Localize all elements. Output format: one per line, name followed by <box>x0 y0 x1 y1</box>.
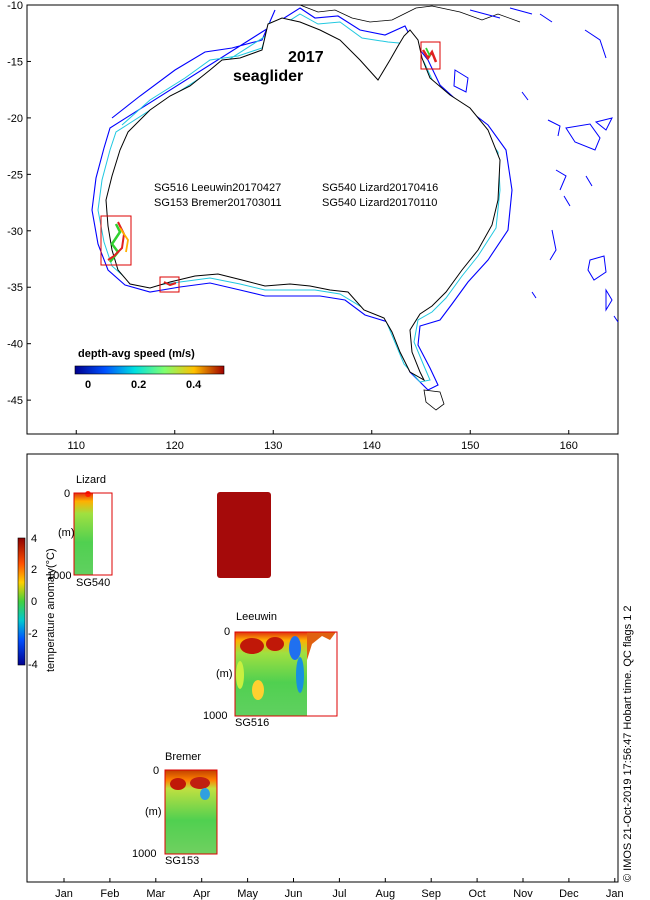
temp-colorbar-tick: -4 <box>28 659 38 671</box>
map-y-tick-label: -35 <box>7 282 23 294</box>
map-y-tick-label: -10 <box>7 0 23 12</box>
month-tick-label: Sep <box>421 888 441 900</box>
month-tick-label: Dec <box>559 888 579 900</box>
panel-glider-label: SG516 <box>235 717 269 729</box>
panel-glider-label: SG153 <box>165 855 199 867</box>
map-title-year: 2017 <box>288 49 324 66</box>
map-x-tick-label: 110 <box>67 440 85 452</box>
speed-colorbar-tick: 0.2 <box>131 379 146 391</box>
panel-features <box>236 636 304 700</box>
month-tick-label: Jul <box>332 888 346 900</box>
temp-colorbar <box>17 537 26 666</box>
panel-frame <box>73 492 113 576</box>
panel-lizard: Lizard 0 (m) 1000 SG540 <box>47 474 113 589</box>
month-tick-label: Feb <box>100 888 119 900</box>
panel-depth-tick: 0 <box>224 626 230 638</box>
panel-frame <box>164 769 218 855</box>
png-coast <box>299 4 521 23</box>
panel-ylabel: (m) <box>58 527 75 539</box>
region-box-lizard <box>420 41 441 70</box>
panel-bremer: Bremer 0 (m) 1000 SG153 <box>132 751 218 867</box>
map-ticks: 110 120 130 140 150 160 -10 -15 -20 -25 -30 -35 -40 -… <box>7 0 578 452</box>
month-tick-label: Aug <box>376 888 396 900</box>
month-ticks: Jan Feb Mar Apr May Jun Jul Aug Sep Oct Nov Dec Jan <box>55 878 624 900</box>
month-tick-label: Nov <box>513 888 533 900</box>
pacific-islands <box>453 69 619 323</box>
deployment-label: SG516 Leeuwin20170427 <box>154 182 281 194</box>
timeline-panel: 4 2 0 -2 -4 temperature anomaly(°C) Liza… <box>17 453 634 900</box>
australia-coast <box>105 17 501 382</box>
panel-site-label: Bremer <box>165 751 201 763</box>
deployment-label: SG153 Bremer201703011 <box>154 197 282 209</box>
speed-colorbar-tick: 0.4 <box>186 379 202 391</box>
map-title-seaglider: seaglider <box>233 68 303 85</box>
panel-glider-label: SG540 <box>76 577 110 589</box>
month-tick-label: Oct <box>469 888 486 900</box>
timeline-axes-frame <box>26 453 619 883</box>
month-tick-label: Jan <box>606 888 624 900</box>
panel-depth-tick: 0 <box>153 765 159 777</box>
deployment-label: SG540 Lizard20170110 <box>322 197 437 209</box>
temp-colorbar-tick: 0 <box>31 596 37 608</box>
panel-site-label: Lizard <box>76 474 106 486</box>
panel-ylabel: (m) <box>145 806 162 818</box>
region-box-leeuwin <box>100 215 132 266</box>
map-y-tick-label: -30 <box>7 226 23 238</box>
map-panel: 2017 seaglider SG516 Leeuwin20170427 SG5… <box>7 0 619 452</box>
panel-lizard-saturated <box>217 492 271 578</box>
panel-depth-tick: 1000 <box>132 848 156 860</box>
speed-colorbar-tick: 0 <box>85 379 91 391</box>
panel-field <box>74 493 93 575</box>
map-y-tick-label: -20 <box>7 113 23 125</box>
panel-leeuwin: Leeuwin 0 (m) 1000 SG516 <box>203 611 338 729</box>
map-x-tick-label: 130 <box>264 440 282 452</box>
map-y-tick-label: -15 <box>7 56 23 68</box>
month-tick-label: Jan <box>55 888 73 900</box>
month-tick-label: Apr <box>193 888 210 900</box>
speed-colorbar-label: depth-avg speed (m/s) <box>78 348 195 360</box>
footer-credit: © IMOS 21-Oct-2019 17:56:47 Hobart time.… <box>622 605 634 882</box>
tasmania <box>423 389 445 411</box>
month-tick-label: May <box>237 888 258 900</box>
month-tick-label: Jun <box>285 888 303 900</box>
map-x-tick-label: 140 <box>363 440 381 452</box>
png-islands <box>469 7 607 59</box>
map-x-tick-label: 120 <box>166 440 184 452</box>
temp-colorbar-tick: 2 <box>31 564 37 576</box>
map-y-tick-label: -45 <box>7 395 23 407</box>
panel-frame <box>234 631 338 717</box>
map-y-tick-label: -40 <box>7 339 23 351</box>
map-x-tick-label: 160 <box>560 440 578 452</box>
speed-colorbar <box>74 365 225 375</box>
temp-colorbar-tick: 4 <box>31 533 37 545</box>
temp-colorbar-tick: -2 <box>28 628 38 640</box>
panel-depth-tick: 1000 <box>47 570 71 582</box>
panel-ylabel: (m) <box>216 668 233 680</box>
panel-site-label: Leeuwin <box>236 611 277 623</box>
panel-depth-tick: 0 <box>64 488 70 500</box>
glider-tracks <box>107 47 438 287</box>
map-y-tick-label: -25 <box>7 169 23 181</box>
month-tick-label: Mar <box>146 888 165 900</box>
map-x-tick-label: 150 <box>461 440 479 452</box>
panel-depth-tick: 1000 <box>203 710 227 722</box>
region-box-bremer <box>159 276 180 293</box>
temp-colorbar-label: temperature anomaly(°C) <box>45 548 57 672</box>
deployment-label: SG540 Lizard20170416 <box>322 182 438 194</box>
